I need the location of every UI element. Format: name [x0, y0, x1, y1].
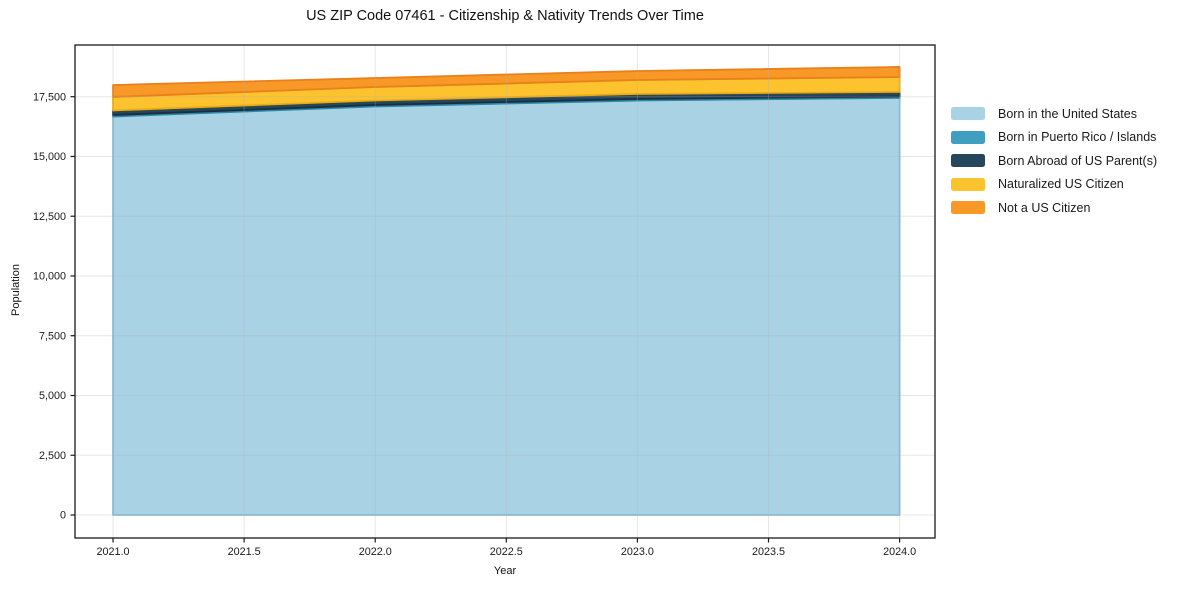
legend: Born in the United States Born in Puerto …	[951, 102, 1157, 220]
x-tick-label: 2021.5	[228, 546, 261, 558]
x-tick-label: 2024.0	[883, 546, 916, 558]
legend-item-0: Born in the United States	[951, 102, 1157, 126]
y-tick-label: 15,000	[33, 151, 66, 163]
x-tick-label: 2023.0	[621, 546, 654, 558]
y-tick-label: 17,500	[33, 91, 66, 103]
legend-swatch-icon	[951, 130, 985, 144]
plot-spines	[74, 44, 936, 539]
legend-item-2: Born Abroad of US Parent(s)	[951, 149, 1157, 173]
x-tick-label: 2022.0	[359, 546, 392, 558]
y-axis-label: Population	[10, 264, 22, 316]
y-tick-label: 7,500	[39, 330, 66, 342]
x-tick-label: 2022.5	[490, 546, 523, 558]
legend-label: Born in Puerto Rico / Islands	[998, 130, 1157, 145]
y-tick-label: 5,000	[39, 390, 66, 402]
y-tick-label: 12,500	[33, 211, 66, 223]
legend-label: Naturalized US Citizen	[998, 177, 1124, 192]
x-tick-label: 2023.5	[752, 546, 785, 558]
y-tick-label: 2,500	[39, 450, 66, 462]
legend-label: Born Abroad of US Parent(s)	[998, 153, 1158, 168]
area-band-4	[112, 66, 901, 98]
legend-label: Born in the United States	[998, 106, 1137, 121]
chart-plot-svg: 2021.0 2021.5 2022.0 2022.5 2023.0 2023.5 2024…	[33, 44, 936, 558]
legend-item-3: Naturalized US Citizen	[951, 173, 1157, 197]
legend-swatch-icon	[951, 177, 985, 191]
y-tick-label: 0	[60, 510, 66, 522]
legend-item-4: Not a US Citizen	[951, 196, 1157, 220]
legend-swatch-icon	[951, 154, 985, 168]
legend-label: Not a US Citizen	[998, 200, 1091, 215]
legend-swatch-icon	[951, 201, 985, 215]
chart-title: US ZIP Code 07461 - Citizenship & Nativi…	[306, 8, 704, 24]
y-tick-label: 10,000	[33, 271, 66, 283]
legend-item-1: Born in Puerto Rico / Islands	[951, 126, 1157, 150]
legend-swatch-icon	[951, 107, 985, 121]
x-tick-label: 2021.0	[97, 546, 130, 558]
x-axis-label: Year	[493, 565, 517, 577]
